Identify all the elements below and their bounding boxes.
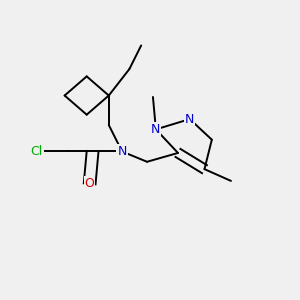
Text: O: O bbox=[85, 177, 94, 190]
Text: N: N bbox=[151, 123, 160, 136]
Text: Cl: Cl bbox=[31, 145, 43, 158]
Text: N: N bbox=[117, 145, 127, 158]
Text: N: N bbox=[185, 112, 194, 126]
